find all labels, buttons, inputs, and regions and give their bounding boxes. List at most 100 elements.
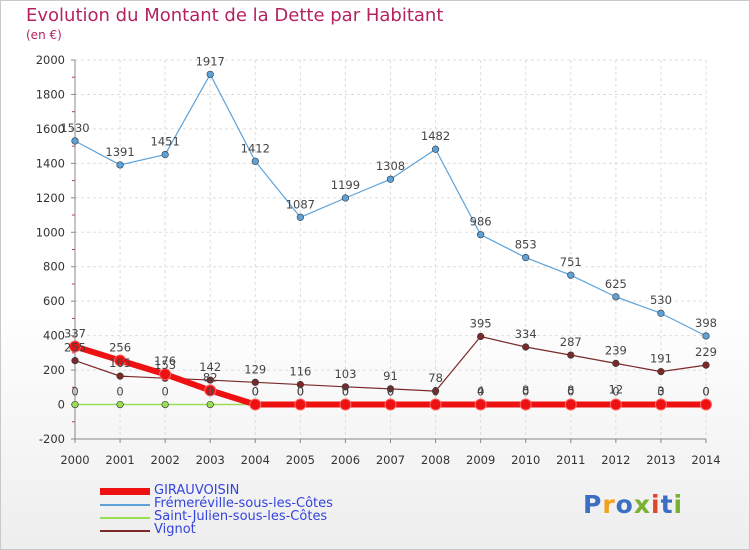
data-label: 1451 <box>151 135 180 149</box>
x-tick-label: 2002 <box>151 453 180 467</box>
proxiti-logo: Proxiti <box>583 490 683 519</box>
legend-swatch <box>100 488 150 495</box>
data-point <box>159 368 172 381</box>
y-tick-label: 2000 <box>36 53 65 67</box>
data-label: 3 <box>657 384 664 398</box>
data-point <box>206 70 214 78</box>
data-label: 153 <box>154 358 176 372</box>
logo-letter: P <box>583 490 603 519</box>
data-label: 0 <box>432 385 439 399</box>
data-label: 0 <box>252 385 259 399</box>
data-label: 1199 <box>331 178 360 192</box>
x-tick-label: 2008 <box>421 453 450 467</box>
logo-letter: r <box>602 490 616 519</box>
x-tick-label: 2006 <box>331 453 360 467</box>
x-tick-label: 2001 <box>105 453 134 467</box>
logo-letter: i <box>651 490 661 519</box>
data-label: 0 <box>567 385 574 399</box>
data-point <box>341 194 350 202</box>
y-tick-label: 200 <box>43 363 65 377</box>
data-label: 530 <box>650 293 672 307</box>
data-label: 0 <box>612 385 619 399</box>
data-label: 229 <box>695 345 717 359</box>
data-point <box>386 385 395 393</box>
y-tick-label: 600 <box>43 294 65 308</box>
data-label: 0 <box>387 385 394 399</box>
x-tick-label: 2005 <box>286 453 315 467</box>
data-label: 0 <box>161 385 168 399</box>
data-point <box>296 380 304 389</box>
data-label: 1530 <box>60 121 89 135</box>
data-point <box>69 340 81 353</box>
data-label: 1917 <box>196 54 225 68</box>
axes: -200020040060080010001200140016001800200… <box>36 53 721 467</box>
data-point <box>71 357 79 365</box>
data-point <box>612 359 620 367</box>
data-point <box>386 175 395 183</box>
legend-swatch <box>100 504 150 506</box>
data-point <box>294 398 307 411</box>
legend-swatch <box>100 517 150 519</box>
data-label: 0 <box>522 385 529 399</box>
data-label: 0 <box>477 385 484 399</box>
data-point <box>567 271 575 279</box>
data-label: 337 <box>64 326 86 340</box>
data-point <box>522 253 530 262</box>
legend-label: Frémeréville-sous-les-Côtes <box>154 496 333 511</box>
y-tick-label: 1400 <box>36 156 65 170</box>
data-label: 0 <box>71 385 78 399</box>
data-label: 0 <box>297 385 304 399</box>
data-label: 4 <box>477 384 484 398</box>
data-label: 0 <box>432 385 439 399</box>
logo-letter: t <box>660 490 674 519</box>
data-point <box>71 137 79 145</box>
data-point <box>564 398 577 411</box>
data-point <box>251 157 259 165</box>
data-point <box>612 293 620 301</box>
data-point <box>71 400 79 409</box>
data-label: 1087 <box>286 197 315 211</box>
data-point <box>429 398 442 411</box>
data-point <box>657 368 665 376</box>
data-label: 165 <box>109 356 131 370</box>
chart-subtitle: (en €) <box>26 28 62 42</box>
legend-label: Vignot <box>154 522 196 537</box>
data-point <box>474 398 487 411</box>
data-point <box>161 400 169 409</box>
x-tick-label: 2013 <box>646 453 675 467</box>
data-point <box>206 400 214 409</box>
data-point <box>431 387 440 395</box>
data-label: 191 <box>650 352 672 366</box>
data-point <box>251 378 259 386</box>
data-point <box>384 398 397 411</box>
data-label: 334 <box>515 327 537 341</box>
legend-label: GIRAUVOISIN <box>154 483 240 498</box>
x-tick-label: 2000 <box>60 453 89 467</box>
y-tick-label: 1200 <box>36 191 65 205</box>
data-label: 0 <box>297 385 304 399</box>
data-label: 0 <box>252 385 259 399</box>
data-point <box>702 332 710 340</box>
data-point <box>702 361 710 369</box>
data-point <box>477 231 485 239</box>
x-tick-label: 2009 <box>466 453 495 467</box>
data-point <box>609 398 622 411</box>
data-label: 82 <box>203 370 218 384</box>
data-point <box>204 384 217 397</box>
data-label: 1412 <box>241 141 270 155</box>
data-label: 986 <box>470 215 492 229</box>
data-point <box>477 332 485 341</box>
data-label: 103 <box>334 367 356 381</box>
data-point <box>522 343 530 351</box>
data-point <box>700 398 712 411</box>
data-label: 239 <box>605 343 627 357</box>
x-tick-label: 2003 <box>196 453 225 467</box>
x-tick-label: 2004 <box>241 453 270 467</box>
data-point <box>249 398 262 411</box>
data-label: 1391 <box>105 145 134 159</box>
data-point <box>654 398 667 411</box>
legend-swatch <box>100 530 150 532</box>
data-label: 176 <box>154 354 176 368</box>
